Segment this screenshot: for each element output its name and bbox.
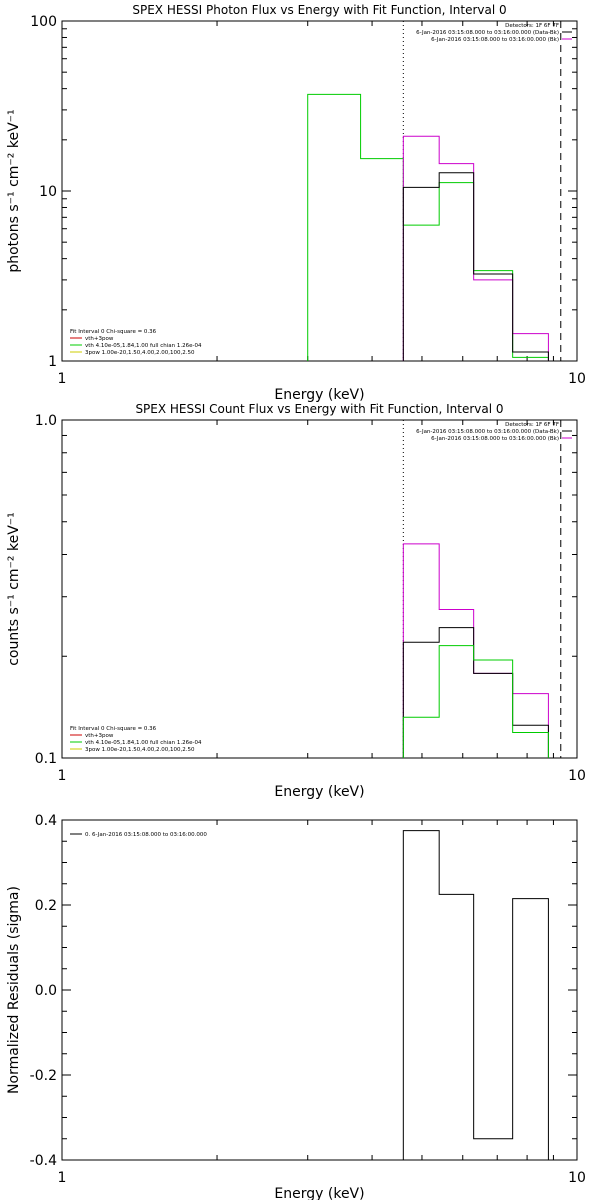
legend-text: Fit Interval 0 Chi-square = 0.36 [70, 726, 157, 732]
info-text: 6-Jan-2016 03:15:08.000 to 03:16:00.000 … [431, 436, 559, 442]
plot-frame [61, 419, 578, 759]
y-tick-label: -0.2 [30, 1068, 57, 1084]
x-tick-label: 1 [58, 371, 67, 387]
y-tick-label: 0.2 [35, 898, 57, 914]
legend-text: vth 4.10e-05,1.84,1.00 full chian 1.26e-… [85, 740, 202, 746]
x-axis-label: Energy (keV) [274, 784, 364, 800]
x-tick-label: 10 [568, 1170, 586, 1186]
chart-title: SPEX HESSI Count Flux vs Energy with Fit… [135, 402, 503, 416]
x-axis-label: Energy (keV) [274, 1186, 364, 1200]
legend-text: 0. 6-Jan-2016 03:15:08.000 to 03:16:00.0… [85, 832, 207, 838]
y-tick-label: 10 [39, 184, 57, 200]
y-tick-label: 1.0 [35, 413, 57, 429]
series-line-1 [402, 830, 549, 1160]
legend-text: vth 4.10e-05,1.84,1.00 full chian 1.26e-… [85, 343, 202, 349]
legend-text: vth+3pow [85, 336, 114, 342]
x-tick-label: 1 [58, 768, 67, 784]
x-tick-label: 1 [58, 1170, 67, 1186]
info-text: Detectors: 1F 6F 7F [505, 422, 559, 428]
series-line-3 [402, 645, 549, 758]
info-text: 6-Jan-2016 03:15:08.000 to 03:16:00.000 … [431, 37, 559, 43]
y-tick-label: 0.4 [35, 813, 57, 829]
y-axis-label: Normalized Residuals (sigma) [6, 886, 22, 1094]
legend-text: vth+3pow [85, 733, 114, 739]
chart-panel-3: 1 10 0.4 0.2 0.0 -0.2 -0.4 Energy (keV) Normaliz… [6, 813, 586, 1200]
y-axis-label: photons s⁻¹ cm⁻² keV⁻¹ [6, 109, 22, 272]
chart-panel-1: SPEX HESSI Photon Flux vs Energy with Fi… [6, 3, 586, 403]
legend-text: 3pow 1.00e-20,1.50,4.00,2.00,100,2.50 [85, 350, 195, 356]
legend-text: Fit Interval 0 Chi-square = 0.36 [70, 329, 157, 335]
x-tick-label: 10 [568, 768, 586, 784]
y-axis-label: counts s⁻¹ cm⁻² keV⁻¹ [6, 512, 22, 666]
x-tick-label: 10 [568, 371, 586, 387]
info-text: Detectors: 1F 6F 7F [505, 23, 559, 29]
chart-panel-2: SPEX HESSI Count Flux vs Energy with Fit… [6, 402, 586, 800]
info-text: 6-Jan-2016 03:15:08.000 to 03:16:00.000 … [416, 429, 559, 435]
series-line-3 [402, 172, 549, 361]
y-tick-label: 0.1 [35, 751, 57, 767]
x-axis-label: Energy (keV) [274, 387, 364, 403]
info-text: 6-Jan-2016 03:15:08.000 to 03:16:00.000 … [416, 30, 559, 36]
y-tick-label: 100 [30, 14, 57, 30]
y-tick-label: -0.4 [30, 1153, 57, 1169]
chart-title: SPEX HESSI Photon Flux vs Energy with Fi… [132, 3, 506, 17]
y-tick-label: 0.0 [35, 983, 57, 999]
legend-text: 3pow 1.00e-20,1.50,4.00,2.00,100,2.50 [85, 747, 195, 753]
y-tick-label: 1 [48, 354, 57, 370]
